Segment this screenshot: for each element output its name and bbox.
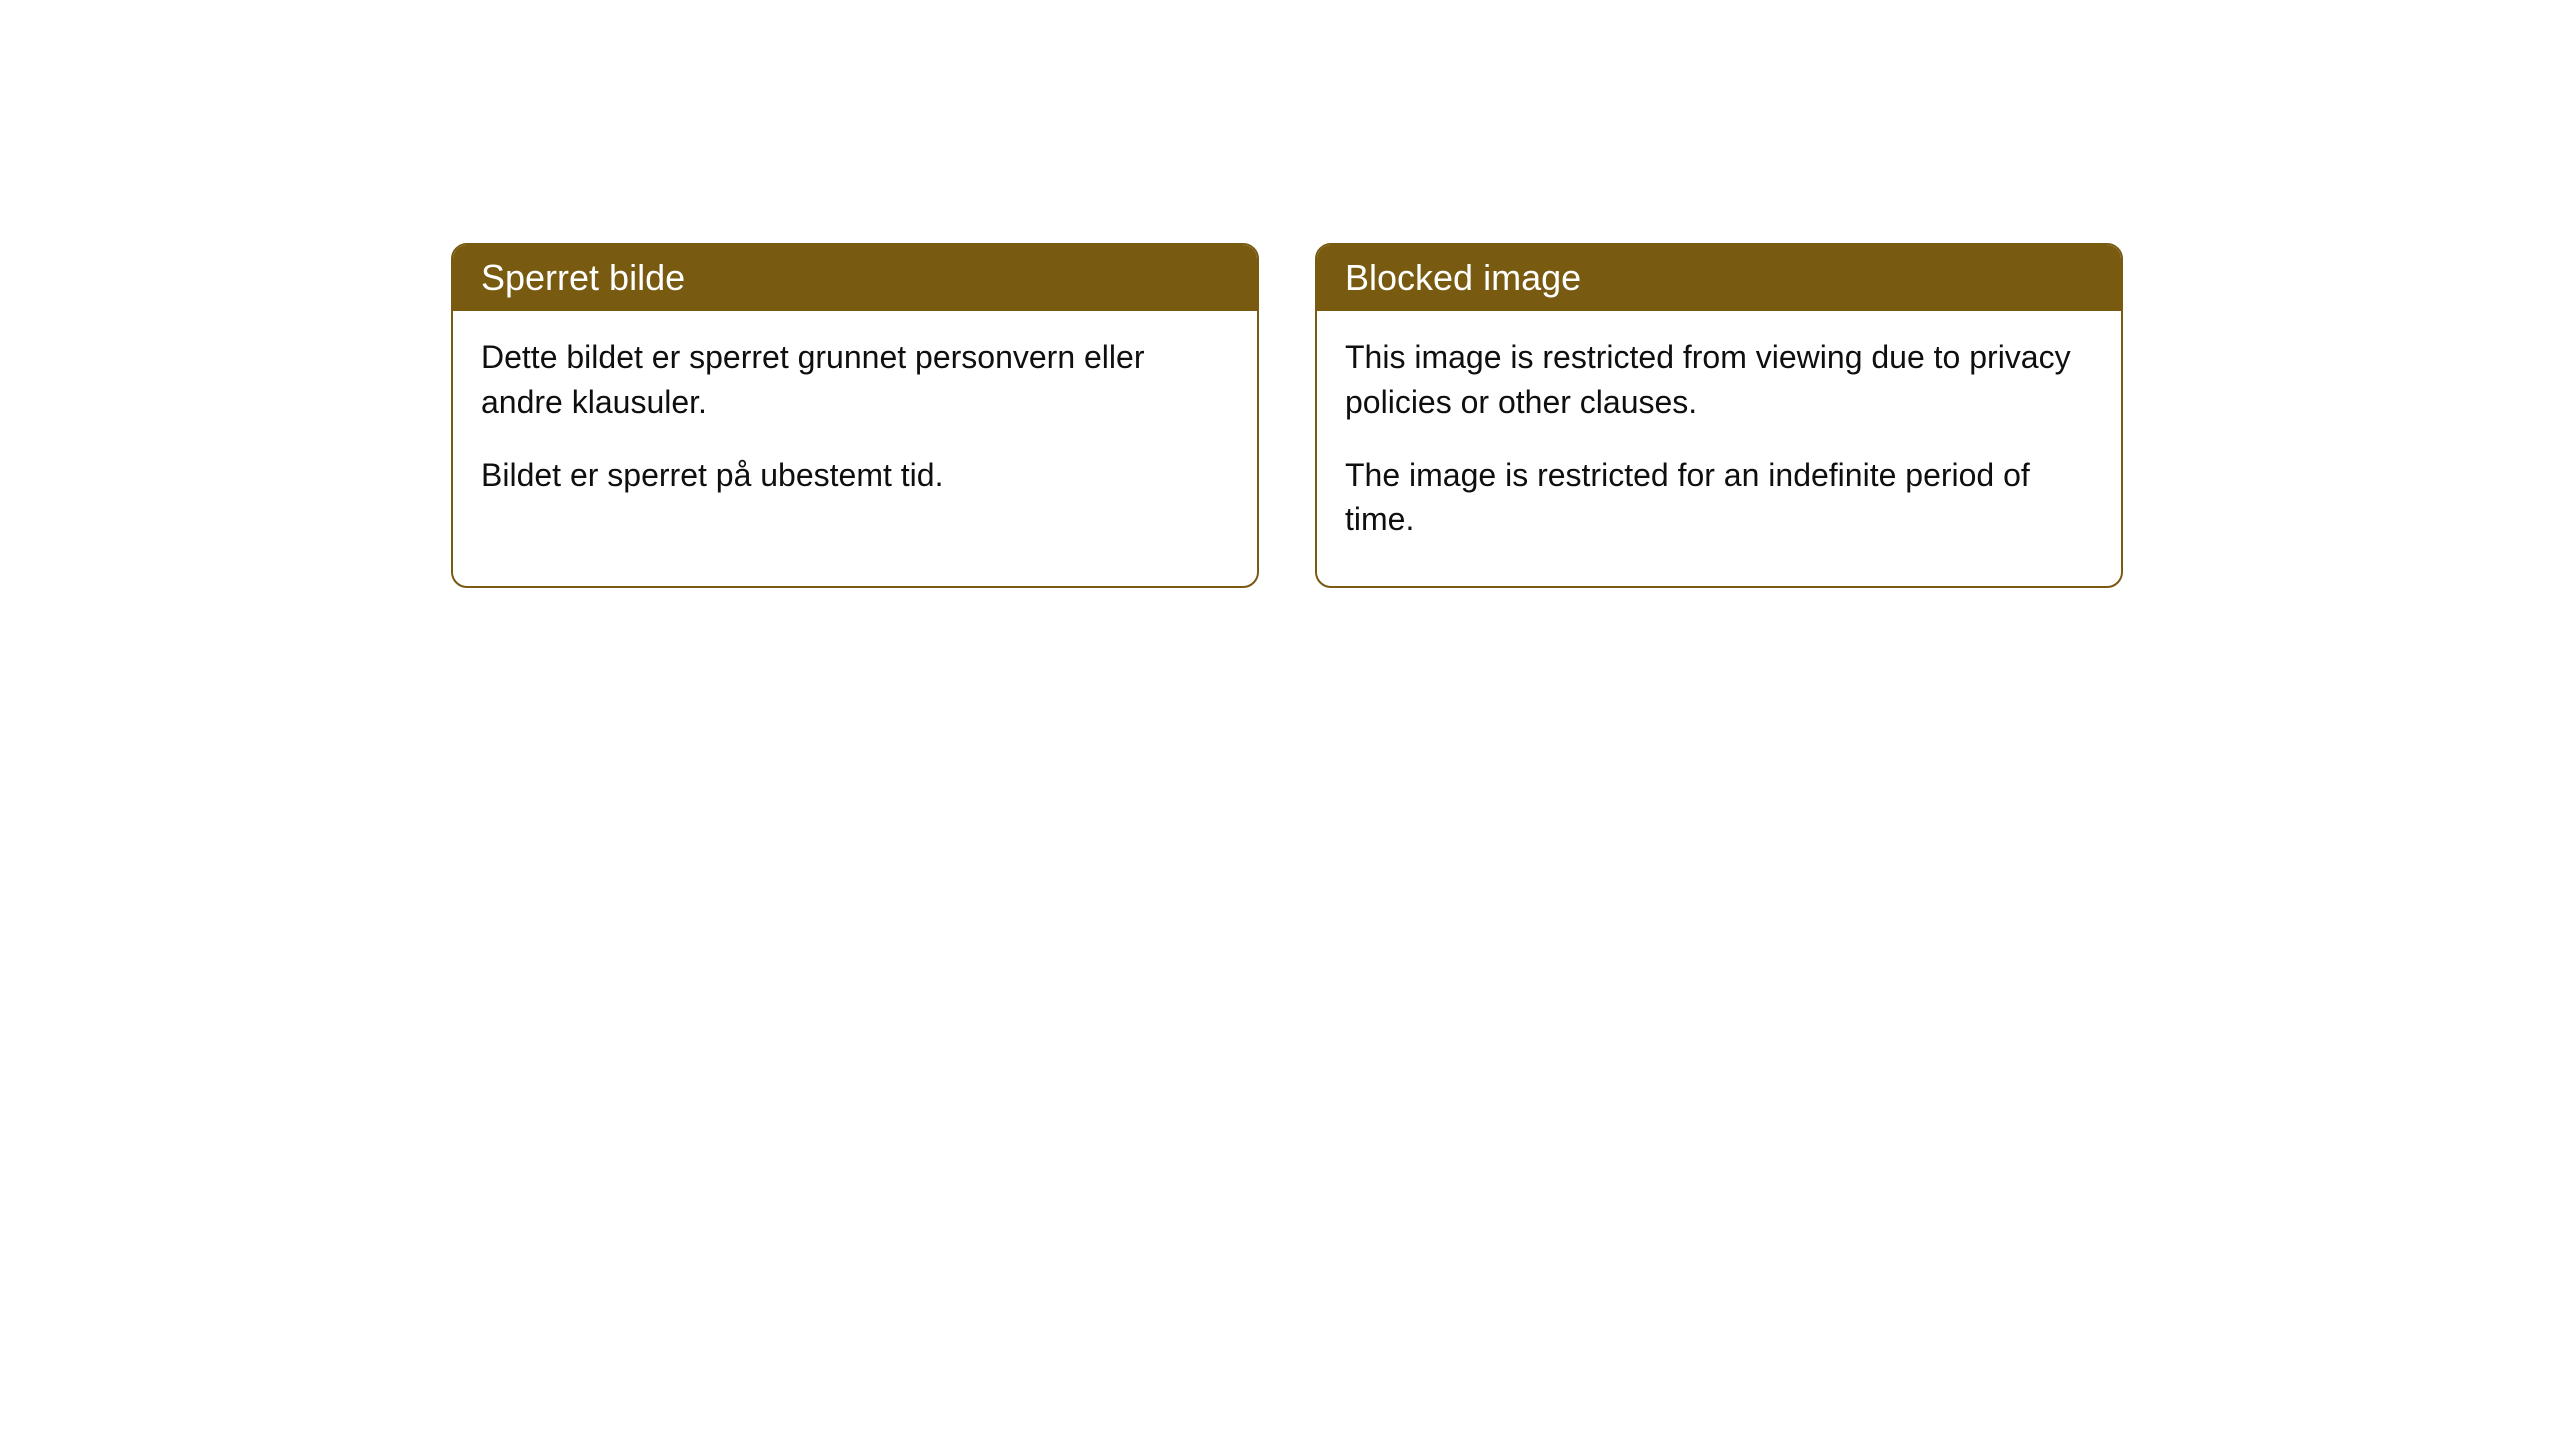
card-body: This image is restricted from viewing du… bbox=[1317, 311, 2121, 586]
card-paragraph-2: The image is restricted for an indefinit… bbox=[1345, 453, 2093, 543]
blocked-image-card-english: Blocked image This image is restricted f… bbox=[1315, 243, 2123, 588]
card-title: Blocked image bbox=[1345, 257, 1581, 298]
blocked-image-card-norwegian: Sperret bilde Dette bildet er sperret gr… bbox=[451, 243, 1259, 588]
card-header: Sperret bilde bbox=[453, 245, 1257, 311]
card-body: Dette bildet er sperret grunnet personve… bbox=[453, 311, 1257, 541]
card-title: Sperret bilde bbox=[481, 257, 685, 298]
notice-cards-container: Sperret bilde Dette bildet er sperret gr… bbox=[451, 243, 2123, 588]
card-paragraph-1: This image is restricted from viewing du… bbox=[1345, 335, 2093, 425]
card-header: Blocked image bbox=[1317, 245, 2121, 311]
card-paragraph-1: Dette bildet er sperret grunnet personve… bbox=[481, 335, 1229, 425]
card-paragraph-2: Bildet er sperret på ubestemt tid. bbox=[481, 453, 1229, 498]
